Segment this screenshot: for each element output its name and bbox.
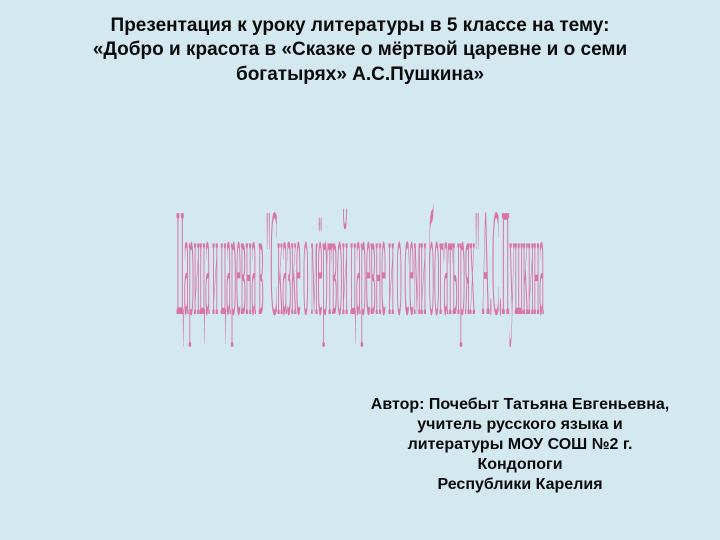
author-line1: Автор: Почебыт Татьяна Евгеньевна,	[371, 396, 669, 413]
wordart-text: Царица и царевна в "Сказке о мёртвой цар…	[176, 182, 544, 358]
author-line3: Республики Карелия	[437, 476, 602, 493]
author-line2: учитель русского языка и литературы МОУ …	[408, 416, 633, 473]
author-block: Автор: Почебыт Татьяна Евгеньевна, учите…	[370, 395, 670, 495]
presentation-slide: Презентация к уроку литературы в 5 класс…	[0, 0, 720, 540]
